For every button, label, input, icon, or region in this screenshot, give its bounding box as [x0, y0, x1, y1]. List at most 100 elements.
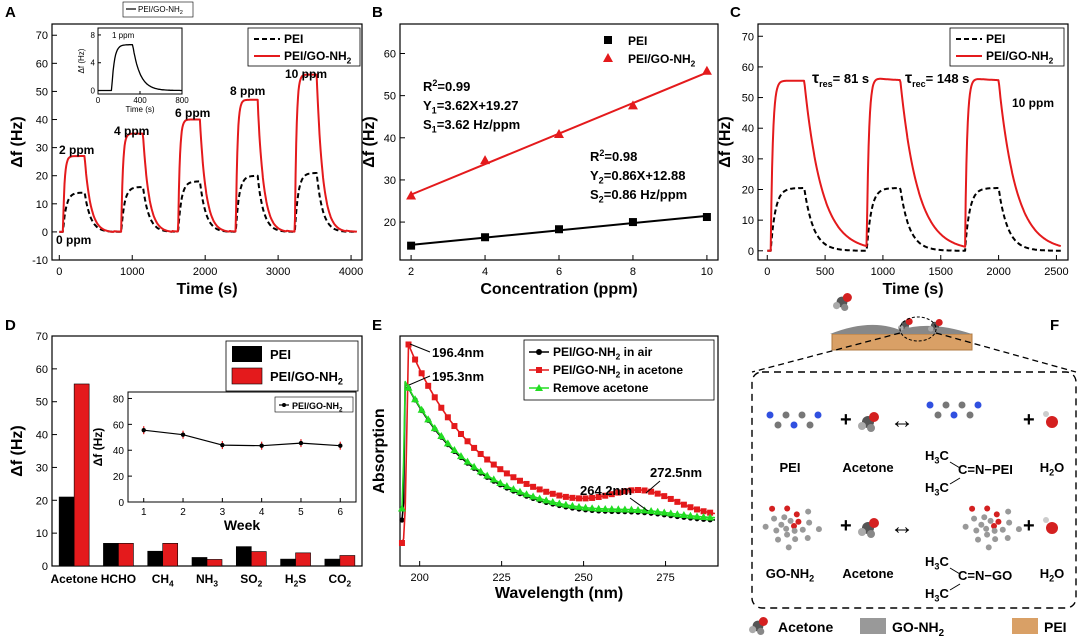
- equilibrium-arrow: ↔: [890, 407, 914, 434]
- spectrum-marker: [430, 424, 439, 432]
- atom: [993, 511, 1000, 518]
- bar-pei: [191, 557, 208, 567]
- chem-part: PEI/GO-NH: [270, 369, 338, 384]
- x-tick-label: 1000: [120, 266, 144, 278]
- atom: [784, 531, 791, 538]
- spectrum-marker: [673, 510, 682, 518]
- fit-part: 2: [599, 148, 604, 158]
- atom: [783, 525, 790, 532]
- chem-part: PEI/GO-NH: [628, 52, 691, 66]
- x-tick-label: 6: [556, 266, 562, 278]
- chem-part: PEI/GO-NH: [284, 49, 347, 63]
- atom-carbon: [757, 627, 765, 636]
- chem-part: 3: [444, 98, 451, 113]
- spectrum-marker: [635, 487, 642, 494]
- atom: [798, 411, 806, 419]
- atom: [774, 421, 782, 429]
- inset-y-tick-label: 0: [118, 498, 124, 509]
- chem-part: 2: [616, 369, 621, 379]
- peak-annotation: 264.2nm: [580, 483, 632, 498]
- atom: [984, 505, 991, 512]
- data-point: [481, 233, 490, 242]
- atom: [799, 526, 806, 533]
- y-tick-label: 10: [742, 215, 754, 227]
- fit-sensitivity: S1​=3.62 Hz/ppm: [423, 117, 520, 135]
- legend-label: PEI: [1044, 619, 1067, 635]
- inset-data-point: [298, 440, 304, 446]
- peak-annotation: 195.3nm: [432, 369, 484, 384]
- atom: [773, 527, 780, 534]
- bar-pei: [58, 496, 75, 567]
- panel-letter-a: A: [5, 4, 16, 21]
- spectrum-marker: [556, 492, 563, 499]
- spectrum-marker: [654, 490, 661, 497]
- spectrum-marker: [529, 492, 538, 500]
- atom: [981, 514, 988, 521]
- equilibrium-arrow: ↔: [890, 513, 914, 540]
- atom: [985, 544, 992, 551]
- spectrum-marker: [470, 462, 479, 470]
- product-label: H2​O: [1040, 566, 1065, 584]
- chem-part: 3: [213, 578, 218, 588]
- atom: [962, 523, 969, 530]
- legend-label: PEI/GO-NH2​ in air: [553, 345, 653, 361]
- panel-letter-c: C: [730, 4, 741, 21]
- acetone-molecule: [858, 518, 879, 538]
- panel-e-series-air: [399, 381, 716, 523]
- chem-part: 2: [939, 628, 945, 639]
- chem-part: PEI/GO-NH: [553, 345, 616, 359]
- chem-part: .: [619, 187, 623, 202]
- spectrum-marker: [674, 498, 681, 505]
- y-tick-label: 60: [742, 62, 754, 74]
- chem-part: H: [1040, 566, 1049, 581]
- annotation-arrow: [408, 375, 431, 386]
- y-tick-label: 20: [384, 217, 396, 229]
- inset-y-tick-label: 40: [113, 446, 125, 457]
- legend-label: PEI: [986, 32, 1005, 46]
- chem-part: H: [925, 448, 934, 463]
- legend-marker: [604, 36, 612, 44]
- spectrum-marker: [634, 505, 643, 513]
- bar-pei-go-nh2: [162, 543, 179, 567]
- bond: [949, 567, 961, 575]
- y-tick-label: 30: [384, 175, 396, 187]
- spectrum-marker: [589, 494, 596, 501]
- legend-box: [949, 27, 1065, 67]
- spectrum-marker: [497, 466, 504, 473]
- spectrum-marker: [653, 507, 662, 515]
- panel-b-ylabel: Δf (Hz): [361, 116, 378, 167]
- inset-legend-marker: [282, 403, 286, 407]
- legend-label: Acetone: [778, 619, 833, 635]
- water-oxygen: [1046, 416, 1058, 428]
- bar-pei: [147, 550, 164, 567]
- chem-part: 2: [1049, 55, 1054, 65]
- atom-carbon: [867, 530, 875, 538]
- chem-part: 2: [258, 578, 263, 588]
- spectrum-marker: [437, 432, 446, 440]
- spectrum-marker: [667, 495, 674, 502]
- data-point: [406, 190, 417, 200]
- chem-part: 2: [616, 351, 621, 361]
- panel-c-series-pei-go-nh2: [766, 77, 1062, 252]
- spectrum-marker: [707, 509, 714, 516]
- panel-f-legend: Acetone GO-NH2​ PEI: [749, 617, 1067, 639]
- atom: [975, 536, 982, 543]
- chem-part: Hz/ppm: [470, 117, 521, 132]
- spectrum-marker: [424, 415, 433, 423]
- inset-y-tick-label: 60: [113, 420, 125, 431]
- tau-part: = 81 s: [833, 71, 870, 86]
- spectrum-marker: [594, 504, 603, 512]
- legend-label: PEI/GO-NH2​: [628, 52, 696, 68]
- x-tick-label: 2500: [1044, 266, 1068, 278]
- spectrum-marker: [510, 474, 517, 481]
- x-tick-label: 2000: [193, 266, 217, 278]
- x-tick-label: 3000: [266, 266, 290, 278]
- panel-a-series-pei-go-nh2: [58, 73, 358, 233]
- legend-marker: [535, 384, 543, 391]
- x-tick-label: 200: [410, 572, 428, 584]
- reaction-box: [751, 371, 1077, 609]
- inset-legend-label: PEI/GO-NH2​: [138, 5, 183, 16]
- atom: [973, 527, 980, 534]
